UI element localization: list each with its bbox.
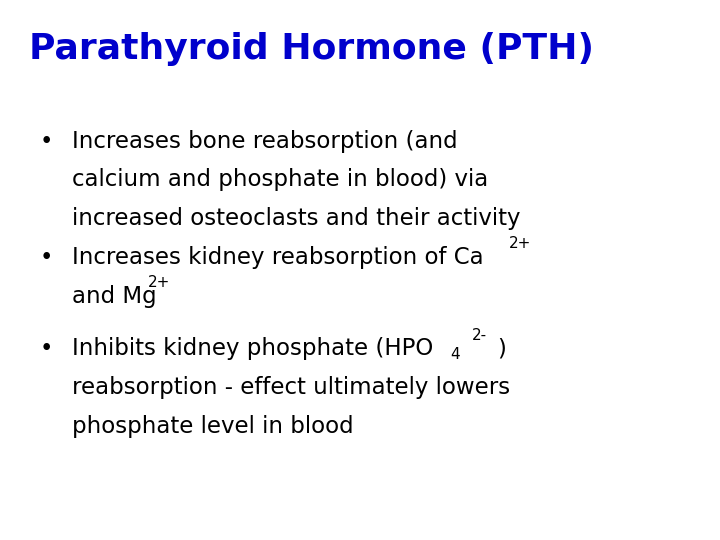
Text: Increases kidney reabsorption of Ca: Increases kidney reabsorption of Ca [72,246,484,269]
Text: 2+: 2+ [148,275,170,290]
Text: Parathyroid Hormone (PTH): Parathyroid Hormone (PTH) [29,32,594,66]
Text: ): ) [497,338,505,361]
Text: increased osteoclasts and their activity: increased osteoclasts and their activity [72,207,521,231]
Text: •: • [40,338,53,361]
Text: 2+: 2+ [509,236,531,251]
Text: calcium and phosphate in blood) via: calcium and phosphate in blood) via [72,168,488,192]
Text: •: • [40,130,53,153]
Text: 2-: 2- [472,328,487,343]
Text: phosphate level in blood: phosphate level in blood [72,415,354,438]
Text: reabsorption - effect ultimately lowers: reabsorption - effect ultimately lowers [72,376,510,400]
Text: and Mg: and Mg [72,285,157,308]
Text: Increases bone reabsorption (and: Increases bone reabsorption (and [72,130,458,153]
Text: Inhibits kidney phosphate (HPO: Inhibits kidney phosphate (HPO [72,338,433,361]
Text: •: • [40,246,53,269]
Text: 4: 4 [450,347,459,362]
